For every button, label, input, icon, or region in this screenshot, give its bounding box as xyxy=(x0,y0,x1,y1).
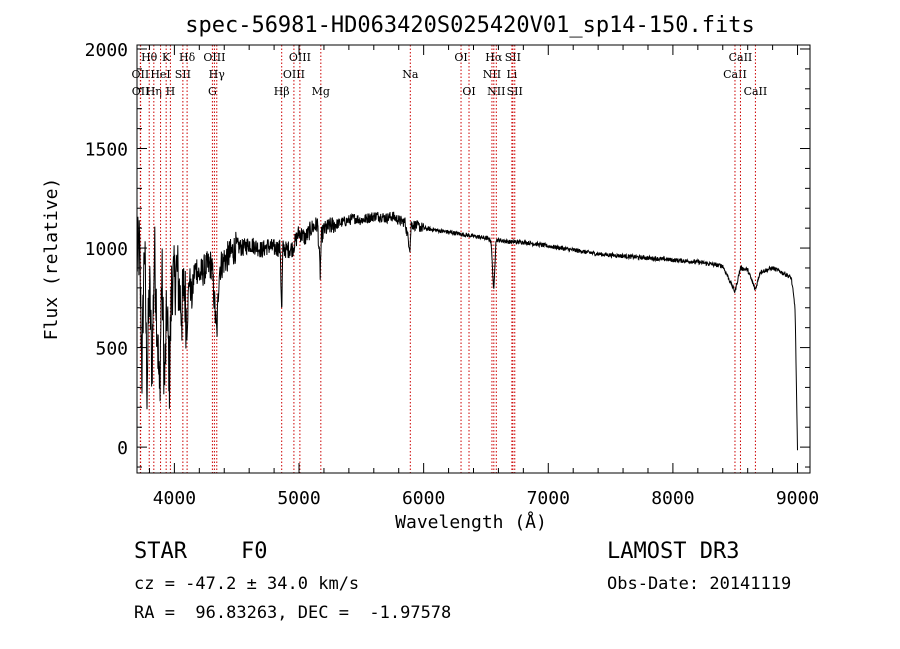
line-label-1: OII xyxy=(132,85,150,98)
y-tick-label-4: 2000 xyxy=(85,40,128,61)
coordinates: RA = 96.83263, DEC = -1.97578 xyxy=(134,603,452,623)
redshift-text: cz = -47.2 ± 34.0 km/s xyxy=(134,574,360,594)
survey-name: LAMOST DR3 xyxy=(607,539,740,564)
line-label-20: Hα xyxy=(485,51,503,64)
axis-ticks: 4000 5000 6000 7000 8000 9000 0 500 1000 1500 2000 xyxy=(85,40,820,509)
x-tick-label-1: 5000 xyxy=(277,488,320,509)
x-tick-label-3: 7000 xyxy=(527,488,570,509)
line-label-23: SII xyxy=(505,51,521,64)
spectrum-series xyxy=(136,211,798,451)
line-label-4: HeI xyxy=(150,68,170,81)
y-tick-label-0: 0 xyxy=(117,438,128,459)
line-label-7: SII xyxy=(175,68,191,81)
object-type: STAR xyxy=(134,539,187,564)
x-tick-label-2: 6000 xyxy=(402,488,445,509)
line-label-5: K xyxy=(162,51,171,64)
line-label-17: OI xyxy=(454,51,467,64)
line-label-26: CaII xyxy=(729,51,753,64)
obs-date: Obs-Date: 20141119 xyxy=(607,574,792,594)
line-label-15: Mg xyxy=(312,85,330,98)
line-label-13: OIII xyxy=(283,68,305,81)
line-label-14: OIII xyxy=(289,51,311,64)
line-label-9: G xyxy=(208,85,217,98)
y-tick-label-3: 1500 xyxy=(85,140,128,161)
line-label-12: Hβ xyxy=(274,85,290,98)
y-tick-label-1: 500 xyxy=(95,339,128,360)
line-label-27: CaII xyxy=(744,85,768,98)
line-label-18: OI xyxy=(462,85,475,98)
x-axis-label: Wavelength (Å) xyxy=(395,511,547,533)
line-label-19: NII xyxy=(483,68,501,81)
line-label-24: SII xyxy=(507,85,523,98)
spectral-subclass: F0 xyxy=(241,539,268,564)
x-tick-label-0: 4000 xyxy=(153,488,196,509)
line-label-25: CaII xyxy=(723,68,747,81)
spectrum-line xyxy=(136,211,798,451)
line-label-10: OIII xyxy=(203,51,225,64)
chart-title: spec-56981-HD063420S025420V01_sp14-150.f… xyxy=(185,13,755,38)
x-tick-label-4: 8000 xyxy=(651,488,694,509)
line-label-3: Hη xyxy=(146,85,162,98)
x-tick-label-5: 9000 xyxy=(776,488,819,509)
line-label-22: Li xyxy=(506,68,517,81)
line-label-21: NII xyxy=(487,85,505,98)
line-label-6: H xyxy=(166,85,176,98)
plot-frame xyxy=(136,44,811,474)
y-axis-label: Flux (relative) xyxy=(41,178,62,341)
line-label-8: Hδ xyxy=(179,51,196,64)
line-label-2: Hθ xyxy=(141,51,158,64)
line-label-11: Hγ xyxy=(209,68,226,81)
line-label-16: Na xyxy=(402,68,419,81)
y-tick-label-2: 1000 xyxy=(85,239,128,260)
